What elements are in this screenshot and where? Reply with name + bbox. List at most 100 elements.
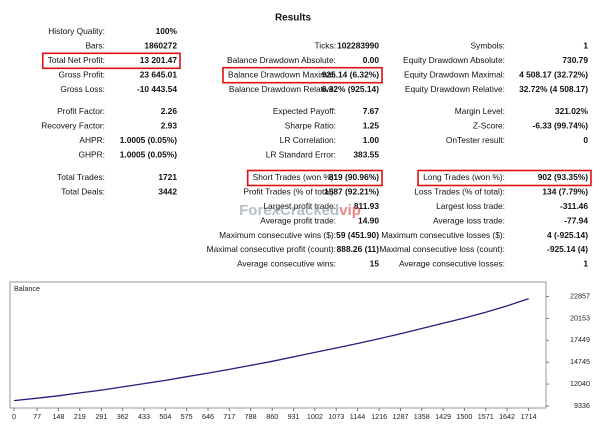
x-tick-label: 504 (159, 412, 171, 421)
stat-value: -311.46 (560, 201, 588, 211)
stat-value: 6.32% (925.14) (322, 84, 379, 94)
stat-value: 383.55 (353, 149, 379, 159)
highlight-box (222, 66, 383, 84)
stat-value: 2.93 (161, 121, 178, 131)
watermark-main: ForexCracked (239, 202, 339, 219)
stat-label: Symbols: (471, 41, 505, 51)
stat-value: 32.72% (4 508.17) (519, 84, 588, 94)
x-tick-label: 1073 (328, 412, 344, 421)
stat-label: Profit Trades (% of total): (243, 187, 336, 197)
stat-value: 819 (90.96%) (329, 172, 379, 182)
stat-label: Average consecutive losses: (399, 259, 505, 269)
x-tick-label: 0 (12, 412, 16, 421)
stat-label: Total Trades: (57, 172, 105, 182)
stat-value: 1721 (158, 172, 177, 182)
x-tick-label: 291 (95, 412, 107, 421)
stat-value: 102283990 (337, 41, 379, 51)
stat-value: 14.90 (358, 215, 379, 225)
y-tick-label: 17449 (570, 335, 590, 344)
stat-value: 1 (583, 41, 588, 51)
chart-frame (9, 281, 547, 409)
stat-value: 888.26 (11) (337, 244, 380, 254)
stat-label: Bars: (85, 41, 105, 51)
y-tick-label: 12040 (570, 379, 590, 388)
stat-label: Equity Drawdown Maximal: (404, 69, 505, 79)
x-tick-label: 931 (288, 412, 300, 421)
x-tick-label: 1287 (392, 412, 408, 421)
stat-value: 4 508.17 (32.72%) (519, 69, 588, 79)
stat-value: 1.00 (363, 135, 380, 145)
chart-title: Balance (14, 284, 40, 293)
stat-value: 321.02% (555, 106, 589, 116)
stat-label: LR Correlation: (280, 135, 336, 145)
stat-label: Maximal consecutive profit (count): (207, 244, 336, 254)
stat-label: Total Deals: (61, 187, 105, 197)
x-tick-label: 77 (33, 412, 41, 421)
stat-label: Balance Drawdown Absolute: (227, 55, 336, 65)
x-tick-label: 717 (223, 412, 235, 421)
stat-value: 0 (583, 135, 588, 145)
stat-label: Largest loss trade: (436, 201, 505, 211)
stat-value: 134 (7.79%) (542, 187, 588, 197)
stat-label: Balance Drawdown Relative: (229, 84, 336, 94)
stat-label: Short Trades (won %): (253, 172, 336, 182)
stat-label: Recovery Factor: (41, 121, 105, 131)
stat-label: OnTester result: (446, 135, 505, 145)
stat-label: LR Standard Error: (266, 149, 336, 159)
stat-value: 1.25 (363, 121, 380, 131)
x-tick-label: 1500 (456, 412, 472, 421)
stat-value: -6.33 (99.74%) (533, 121, 589, 131)
x-tick-label: 148 (52, 412, 64, 421)
stat-value: 902 (93.35%) (538, 172, 588, 182)
stat-value: 730.79 (562, 55, 588, 65)
y-tick-label: 22857 (570, 291, 590, 300)
x-tick-label: 1358 (414, 412, 430, 421)
highlight-box (41, 52, 181, 70)
y-tick-label: 20153 (570, 313, 590, 322)
stat-label: Average loss trade: (433, 215, 505, 225)
x-tick-label: 219 (74, 412, 86, 421)
stat-value: 0.00 (363, 55, 380, 65)
x-tick-label: 1714 (521, 412, 537, 421)
stat-value: -925.14 (4) (547, 244, 588, 254)
stat-label: Margin Level: (455, 106, 505, 116)
stat-label: Equity Drawdown Absolute: (403, 55, 505, 65)
stat-value: 7.67 (363, 106, 380, 116)
stat-value: 15 (370, 259, 380, 269)
stat-label: Largest profit trade: (263, 201, 336, 211)
results-title: Results (275, 13, 312, 24)
stat-value: 13 201.47 (140, 55, 178, 65)
watermark-suffix: vip (339, 202, 361, 219)
stat-value: 925.14 (6.32%) (322, 69, 379, 79)
x-tick-label: 1429 (435, 412, 451, 421)
stat-label: Balance Drawdown Maximal: (228, 69, 336, 79)
x-tick-label: 646 (202, 412, 214, 421)
stat-value: 1587 (92.21%) (324, 187, 379, 197)
stat-value: 3442 (158, 187, 177, 197)
x-tick-label: 362 (117, 412, 129, 421)
y-tick-label: 9336 (574, 401, 590, 410)
highlight-box (417, 169, 592, 187)
stat-label: Ticks: (314, 41, 336, 51)
watermark: ForexCrackedvip (239, 202, 361, 219)
stat-label: Average consecutive wins: (237, 259, 336, 269)
stat-label: Maximal consecutive loss (count): (379, 244, 505, 254)
stat-label: Profit Factor: (57, 106, 105, 116)
stat-label: Maximum consecutive losses ($): (381, 230, 505, 240)
stat-value: 59 (451.90) (336, 230, 379, 240)
stat-label: Equity Drawdown Relative: (405, 84, 505, 94)
stat-value: 1860272 (144, 41, 177, 51)
y-tick-label: 14745 (570, 357, 590, 366)
x-tick-label: 575 (181, 412, 193, 421)
x-tick-label: 860 (266, 412, 278, 421)
stat-value: 2.26 (161, 106, 178, 116)
stat-label: History Quality: (48, 26, 105, 36)
stat-value: -10 443.54 (137, 84, 177, 94)
x-tick-label: 1002 (307, 412, 323, 421)
stat-value: 23 645.01 (140, 69, 178, 79)
stat-label: Maximum consecutive wins ($): (219, 230, 336, 240)
stat-label: Total Net Profit: (48, 55, 105, 65)
stat-value: 1 (583, 259, 588, 269)
x-tick-label: 1144 (350, 412, 365, 421)
x-tick-label: 1571 (478, 412, 494, 421)
